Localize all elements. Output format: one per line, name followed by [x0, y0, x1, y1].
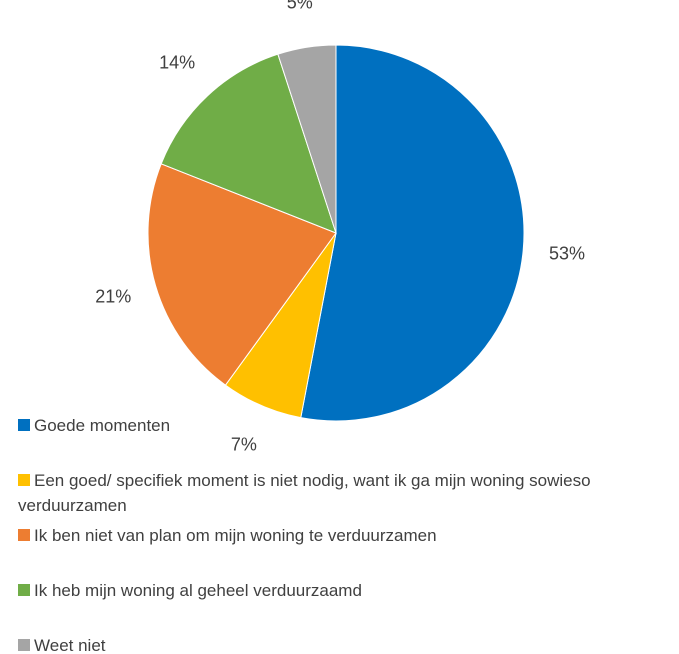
data-label: 5%	[287, 0, 313, 13]
legend-label: Ik heb mijn woning al geheel verduurzaam…	[34, 581, 362, 600]
legend-swatch	[18, 639, 30, 651]
data-label: 14%	[159, 53, 195, 73]
pie-slice	[147, 163, 337, 386]
legend-item: Ik heb mijn woning al geheel verduurzaam…	[18, 578, 673, 603]
data-label: 7%	[231, 435, 257, 455]
legend-item: Goede momenten	[18, 413, 673, 438]
legend-swatch	[18, 474, 30, 486]
legend-swatch	[18, 584, 30, 596]
legend-label: Weet niet	[34, 636, 106, 654]
legend-item: Ik ben niet van plan om mijn woning te v…	[18, 523, 673, 548]
pie-slice	[277, 44, 337, 234]
legend-item: Weet niet	[18, 633, 673, 654]
legend-label: Ik ben niet van plan om mijn woning te v…	[34, 526, 437, 545]
data-label: 21%	[95, 286, 131, 306]
pie-slice	[300, 44, 525, 422]
data-label: 53%	[549, 244, 585, 264]
legend-item: Een goed/ specifiek moment is niet nodig…	[18, 468, 673, 518]
legend-label: Goede momenten	[34, 416, 171, 435]
legend-label: Een goed/ specifiek moment is niet nodig…	[18, 471, 591, 515]
legend-swatch	[18, 529, 30, 541]
legend-swatch	[18, 419, 30, 431]
